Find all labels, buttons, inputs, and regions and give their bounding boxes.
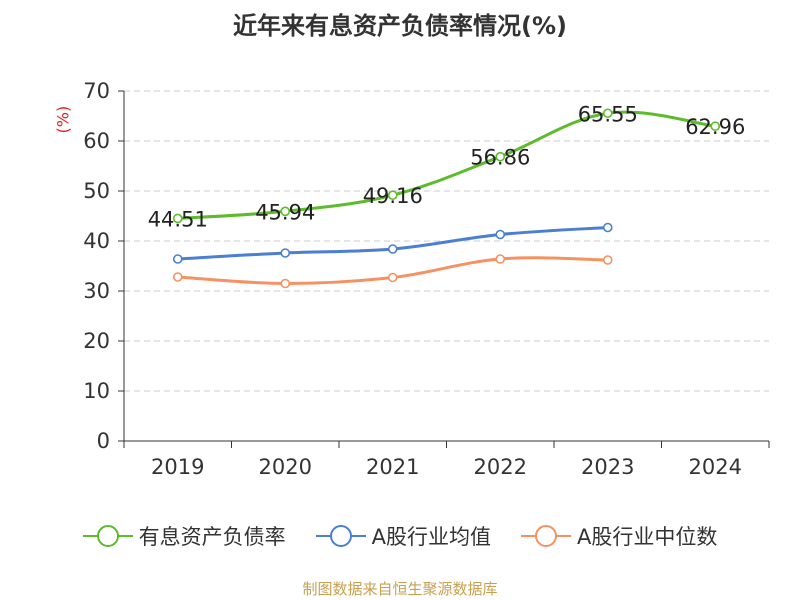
data-point bbox=[280, 248, 291, 258]
x-tick-label: 2021 bbox=[366, 455, 419, 479]
data-point bbox=[602, 222, 613, 233]
legend-marker-icon bbox=[82, 525, 133, 547]
series-line bbox=[177, 226, 608, 261]
x-tick-label: 2024 bbox=[689, 455, 742, 479]
y-tick-label: 20 bbox=[83, 329, 110, 353]
x-tick-label: 2023 bbox=[581, 455, 634, 479]
data-label: 62.96 bbox=[685, 115, 745, 139]
legend-marker-icon bbox=[521, 525, 571, 547]
x-tick-label: 2022 bbox=[474, 455, 527, 479]
series-line bbox=[177, 110, 716, 220]
data-point bbox=[710, 121, 721, 131]
legend-label: A股行业中位数 bbox=[577, 525, 718, 549]
y-tick-label: 60 bbox=[83, 129, 110, 153]
legend-item[interactable]: 有息资产负债率 bbox=[82, 521, 286, 551]
legend: 有息资产负债率 A股行业均值 A股行业中位数 bbox=[0, 521, 800, 551]
source-note: 制图数据来自恒生聚源数据库 bbox=[302, 580, 498, 598]
data-point bbox=[172, 254, 183, 264]
legend-item[interactable]: A股行业中位数 bbox=[521, 521, 717, 551]
data-point bbox=[172, 213, 183, 224]
chart-title: 近年来有息资产负债率情况(%) bbox=[233, 12, 567, 40]
data-point bbox=[602, 255, 613, 265]
legend-circle bbox=[329, 525, 352, 547]
y-tick-label: 10 bbox=[83, 379, 110, 403]
legend-label: 有息资产负债率 bbox=[138, 525, 286, 549]
legend-marker-icon bbox=[315, 525, 366, 547]
legend-circle bbox=[535, 525, 557, 547]
data-point bbox=[172, 272, 183, 282]
data-label: 44.51 bbox=[148, 207, 208, 231]
data-label: 49.16 bbox=[363, 184, 423, 208]
y-tick-label: 70 bbox=[83, 79, 110, 103]
y-tick-label: 0 bbox=[97, 429, 110, 453]
x-tick-label: 2020 bbox=[259, 455, 312, 479]
y-tick-label: 40 bbox=[83, 229, 110, 253]
data-label: 56.86 bbox=[470, 146, 530, 170]
data-label: 45.94 bbox=[255, 200, 315, 224]
data-point bbox=[495, 151, 506, 162]
y-tick-label: 30 bbox=[83, 279, 110, 303]
y-tick-label: 50 bbox=[83, 179, 110, 203]
data-point bbox=[495, 229, 506, 240]
data-point bbox=[387, 272, 398, 283]
data-point bbox=[280, 206, 291, 217]
data-point bbox=[602, 108, 613, 119]
data-label: 65.55 bbox=[578, 102, 638, 126]
legend-item[interactable]: A股行业均值 bbox=[315, 521, 491, 551]
data-point bbox=[495, 254, 506, 264]
data-point bbox=[280, 278, 291, 289]
legend-circle bbox=[96, 525, 119, 547]
data-point bbox=[387, 244, 398, 254]
legend-label: A股行业均值 bbox=[371, 525, 491, 549]
x-tick-label: 2019 bbox=[151, 455, 204, 479]
data-point bbox=[387, 190, 398, 200]
